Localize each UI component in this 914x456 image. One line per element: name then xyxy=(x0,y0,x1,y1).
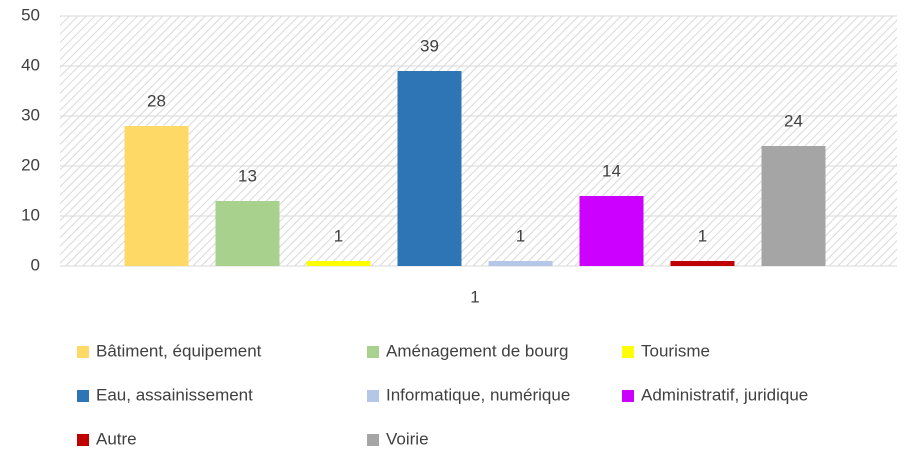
legend-label: Tourisme xyxy=(641,341,710,360)
legend-label: Aménagement de bourg xyxy=(386,341,568,360)
bar xyxy=(306,261,371,266)
legend-label: Voirie xyxy=(386,429,429,448)
legend-swatch xyxy=(367,346,379,358)
y-tick-label: 40 xyxy=(21,55,40,74)
legend-label: Administratif, juridique xyxy=(641,385,808,404)
data-label: 1 xyxy=(334,226,343,245)
data-label: 1 xyxy=(698,226,707,245)
legend-swatch xyxy=(367,434,379,446)
bar xyxy=(761,146,826,266)
y-tick-label: 0 xyxy=(31,255,40,274)
bar xyxy=(397,71,462,266)
legend-swatch xyxy=(77,346,89,358)
legend-label: Eau, assainissement xyxy=(96,385,253,404)
plot-background xyxy=(60,16,897,266)
legend-swatch xyxy=(77,390,89,402)
y-tick-label: 20 xyxy=(21,155,40,174)
bar xyxy=(215,201,280,266)
legend-swatch xyxy=(367,390,379,402)
y-tick-label: 50 xyxy=(21,5,40,24)
data-label: 28 xyxy=(147,91,166,110)
legend-swatch xyxy=(622,390,634,402)
legend-label: Autre xyxy=(96,429,137,448)
bar xyxy=(670,261,735,266)
legend-label: Informatique, numérique xyxy=(386,385,570,404)
bar xyxy=(488,261,553,266)
data-label: 14 xyxy=(602,161,621,180)
bar xyxy=(579,196,644,266)
legend-label: Bâtiment, équipement xyxy=(96,341,262,360)
y-tick-label: 30 xyxy=(21,105,40,124)
data-label: 13 xyxy=(238,166,257,185)
data-label: 24 xyxy=(784,111,803,130)
data-label: 1 xyxy=(516,226,525,245)
data-label: 39 xyxy=(420,36,439,55)
bar xyxy=(124,126,189,266)
y-tick-label: 10 xyxy=(21,205,40,224)
legend-swatch xyxy=(77,434,89,446)
legend-swatch xyxy=(622,346,634,358)
x-tick-label: 1 xyxy=(470,287,479,306)
